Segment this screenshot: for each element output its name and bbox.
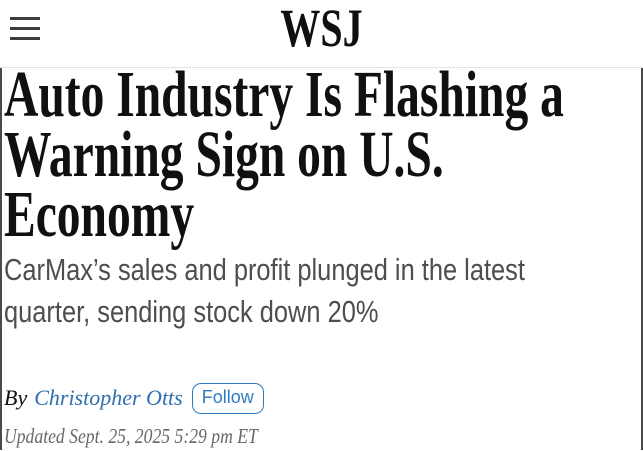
author-link[interactable]: Christopher Otts: [34, 385, 183, 411]
masthead: WSJ: [0, 0, 643, 68]
byline: By Christopher Otts Follow: [4, 383, 641, 414]
site-header: WSJ: [0, 0, 643, 68]
hamburger-icon: [10, 37, 40, 40]
wsj-logo[interactable]: WSJ: [280, 0, 363, 58]
follow-button[interactable]: Follow: [191, 383, 264, 414]
article-header-section: Auto Industry Is Flashing a Warning Sign…: [0, 68, 643, 450]
article-timestamp: Updated Sept. 25, 2025 5:29 pm ET: [4, 423, 258, 448]
hamburger-icon: [10, 27, 40, 30]
menu-button[interactable]: [10, 17, 40, 40]
byline-prefix: By: [4, 385, 28, 411]
hamburger-icon: [10, 17, 40, 20]
article-dek: CarMax’s sales and profit plunged in the…: [4, 252, 525, 329]
article-headline: Auto Industry Is Flashing a Warning Sign…: [4, 68, 564, 251]
